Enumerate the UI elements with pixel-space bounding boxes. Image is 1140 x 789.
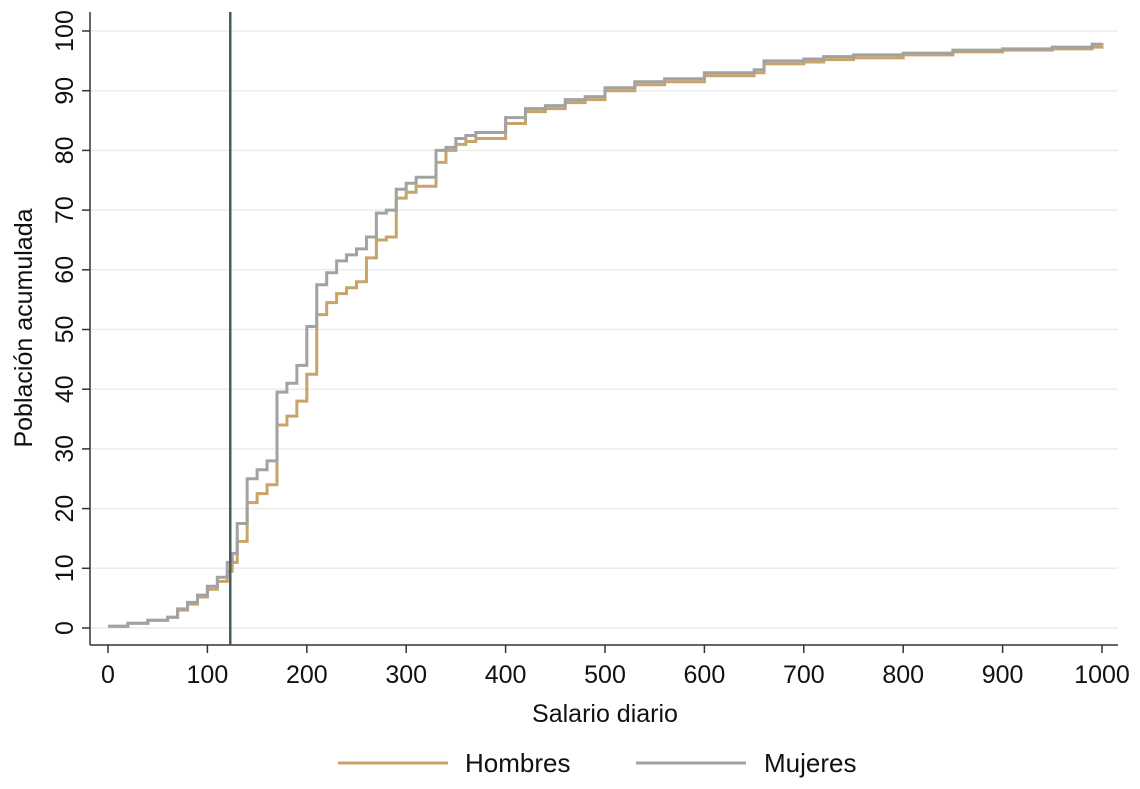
x-tick-label: 900 [982,661,1024,689]
x-tick-label: 600 [684,661,726,689]
y-tick-label: 100 [51,10,79,52]
x-tick-label: 500 [584,661,626,689]
x-tick-label: 1000 [1074,661,1130,689]
y-tick-label: 10 [51,554,79,582]
legend-label-mujeres: Mujeres [764,748,856,778]
grid-lines [90,30,1118,629]
legend: Hombres Mujeres [338,748,856,778]
x-tick-label: 300 [385,661,427,689]
series-line-mujeres [108,42,1104,628]
y-tick-label: 0 [51,621,79,635]
x-tick-label: 400 [485,661,527,689]
axes [82,12,1118,653]
data-series [108,42,1104,628]
y-tick-label: 30 [51,435,79,463]
y-axis-title: Población acumulada [10,208,38,447]
y-tick-label: 60 [51,256,79,284]
legend-label-hombres: Hombres [465,748,570,778]
y-tick-label: 40 [51,375,79,403]
x-tick-label: 0 [101,661,115,689]
y-tick-label: 70 [51,196,79,224]
y-tick-label: 90 [51,77,79,105]
y-tick-label: 50 [51,316,79,344]
x-tick-label: 700 [783,661,825,689]
x-tick-label: 100 [187,661,229,689]
x-tick-label: 800 [882,661,924,689]
y-tick-label: 80 [51,136,79,164]
x-axis-title: Salario diario [532,700,678,728]
series-line-hombres [108,45,1104,628]
y-tick-label: 20 [51,495,79,523]
x-tick-label: 200 [286,661,328,689]
